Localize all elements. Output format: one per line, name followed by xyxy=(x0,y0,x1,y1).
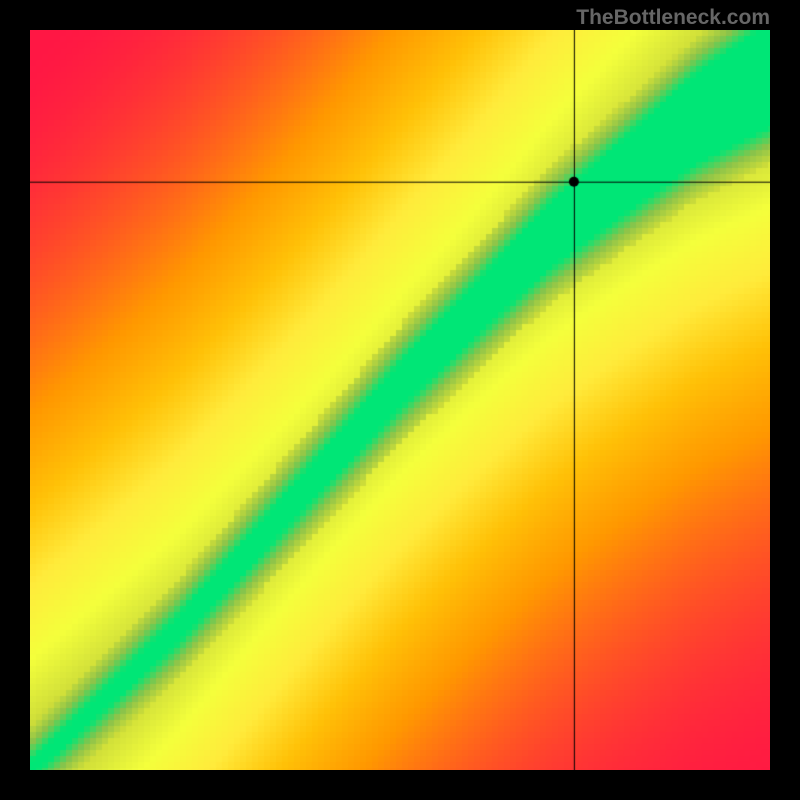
heatmap-plot xyxy=(30,30,770,770)
heatmap-canvas xyxy=(30,30,770,770)
chart-container: TheBottleneck.com xyxy=(0,0,800,800)
watermark-text: TheBottleneck.com xyxy=(576,6,770,30)
